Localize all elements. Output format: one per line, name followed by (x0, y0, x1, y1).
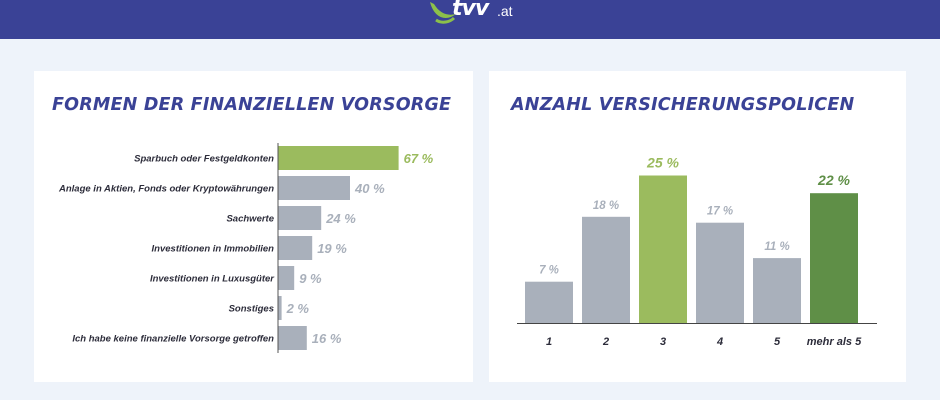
category-label: Sonstiges (229, 304, 274, 315)
value-label: 19 % (317, 241, 347, 256)
category-label: 2 (602, 336, 609, 348)
category-label: 3 (660, 336, 666, 348)
bar (278, 326, 307, 350)
bar (278, 266, 295, 290)
bar (278, 206, 322, 230)
value-label: 17 % (707, 206, 733, 218)
category-label: Investitionen in Immobilien (152, 244, 275, 255)
bar (582, 216, 630, 323)
value-label: 11 % (764, 241, 789, 253)
bar (639, 175, 687, 323)
bar (753, 258, 801, 323)
value-label: 24 % (325, 211, 356, 226)
bar (278, 146, 399, 170)
category-label: mehr als 5 (807, 336, 862, 348)
header-bar: tvv .at (0, 0, 940, 39)
category-label: Anlage in Aktien, Fonds oder Kryptowähru… (58, 184, 274, 195)
bar (278, 176, 350, 200)
category-label: 1 (546, 336, 552, 348)
value-label: 9 % (299, 271, 322, 286)
value-label: 25 % (646, 155, 679, 171)
value-label: 18 % (593, 200, 619, 212)
value-label: 7 % (539, 265, 559, 277)
category-label: Ich habe keine finanzielle Vorsorge getr… (72, 334, 274, 345)
category-label: 4 (716, 336, 723, 348)
right-chart-card: ANZAHL VERSICHERUNGSPOLICEN 7 % 1 18 % 2 25 … (489, 71, 906, 382)
logo-tld: .at (497, 3, 513, 19)
vertical-bar-chart: 7 % 1 18 % 2 25 % 3 17 % 4 11 % 5 22 % mehr als 5 (517, 155, 877, 348)
bar (278, 236, 313, 260)
left-chart-title: FORMEN DER FINANZIELLEN VORSORGE (52, 95, 452, 115)
left-chart-card: FORMEN DER FINANZIELLEN VORSORGE Sparbuc… (34, 71, 473, 382)
horizontal-bar-chart: Sparbuch oder Festgeldkonten 67 % Anlage i… (58, 143, 434, 353)
bar (696, 222, 744, 323)
category-label: Investitionen in Luxusgüter (150, 274, 275, 285)
value-label: 22 % (817, 172, 850, 188)
category-label: 5 (774, 336, 781, 348)
value-label: 40 % (354, 181, 385, 196)
category-label: Sachwerte (226, 214, 274, 225)
value-label: 2 % (286, 301, 310, 316)
category-label: Sparbuch oder Festgeldkonten (134, 154, 274, 165)
value-label: 16 % (312, 331, 342, 346)
value-label: 67 % (404, 151, 434, 166)
bar (525, 281, 573, 323)
leaf-logo-icon (430, 2, 456, 24)
right-chart-title: ANZAHL VERSICHERUNGSPOLICEN (511, 95, 855, 115)
logo-text[interactable]: tvv (452, 0, 489, 21)
bar (278, 296, 282, 320)
bar (810, 193, 858, 323)
